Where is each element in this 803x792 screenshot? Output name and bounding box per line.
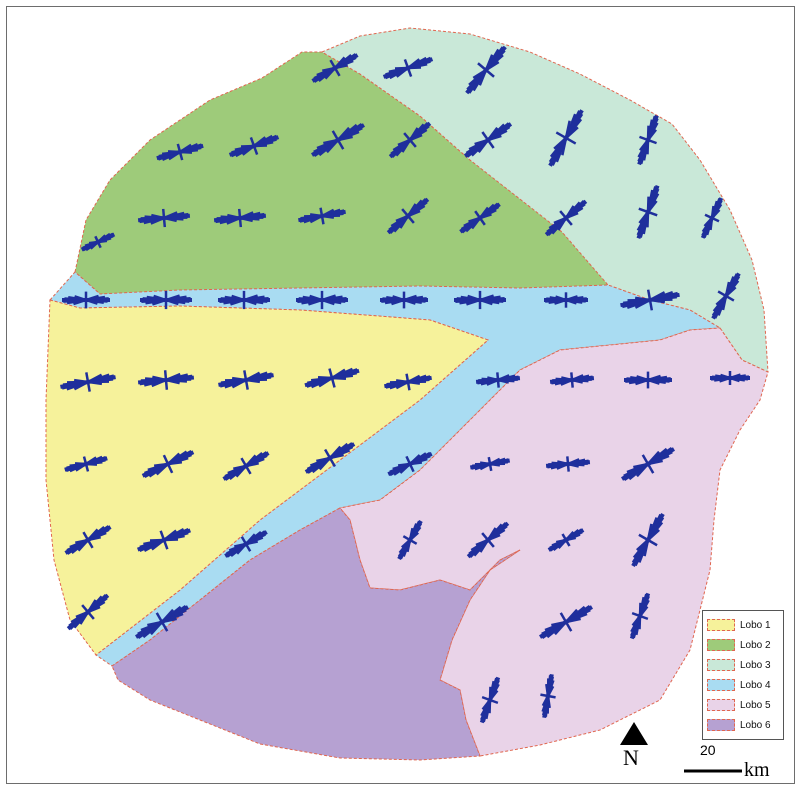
lobe-1-region — [45, 299, 489, 656]
rose-diagram — [465, 45, 507, 95]
rose-diagram — [711, 272, 741, 320]
rose-diagram — [539, 605, 593, 639]
lobe-5-region — [339, 327, 769, 757]
rose-diagram — [64, 525, 112, 555]
legend-item: Lobo 1 — [707, 617, 771, 633]
rose-diagram — [298, 207, 346, 225]
legend-swatch — [707, 719, 735, 731]
lobe-4-region — [49, 271, 722, 667]
rose-diagram — [311, 53, 359, 83]
legend-label: Lobo 4 — [740, 679, 771, 691]
rose-diagram — [544, 199, 588, 237]
map-frame — [6, 6, 795, 784]
legend-swatch — [707, 679, 735, 691]
north-arrow-icon — [620, 722, 648, 745]
legend-item: Lobo 6 — [707, 717, 771, 733]
rose-diagram — [228, 134, 280, 158]
rose-diagram — [380, 291, 428, 309]
rose-diagram — [304, 367, 360, 389]
rose-diagram — [135, 605, 189, 639]
rose-diagram — [547, 528, 585, 552]
rose-diagram — [479, 676, 501, 724]
rose-diagram — [631, 513, 665, 567]
rose-diagram — [397, 519, 423, 561]
rose-diagram — [382, 56, 434, 80]
rose-diagram — [224, 530, 268, 558]
rose-diagram — [710, 371, 750, 385]
rose-diagram — [469, 456, 511, 472]
rose-diagram — [296, 290, 348, 310]
rose-diagram — [548, 109, 584, 167]
rose-diagram — [540, 673, 556, 719]
rose-diagram — [629, 592, 651, 640]
rose-diagrams — [60, 45, 750, 724]
rose-diagram — [549, 372, 595, 388]
legend-label: Lobo 5 — [740, 699, 771, 711]
rose-diagram — [222, 451, 270, 481]
rose-diagram — [459, 202, 501, 234]
rose-diagram — [454, 290, 506, 310]
rose-diagram — [304, 442, 356, 474]
legend-item: Lobo 3 — [707, 657, 771, 673]
legend-swatch — [707, 619, 735, 631]
rose-diagram — [636, 185, 660, 239]
legend-item: Lobo 4 — [707, 677, 771, 693]
rose-diagram — [475, 372, 521, 388]
legend: Lobo 1 Lobo 2 Lobo 3 Lobo 4 Lobo 5 Lobo … — [702, 610, 784, 740]
rose-diagram — [213, 208, 267, 228]
rose-diagram — [388, 121, 432, 159]
rose-diagram — [311, 123, 365, 157]
rose-diagram — [156, 143, 204, 161]
legend-label: Lobo 6 — [740, 719, 771, 731]
rose-diagram — [700, 197, 724, 239]
north-label: N — [623, 745, 639, 770]
legend-label: Lobo 1 — [740, 619, 771, 631]
rose-diagram — [386, 197, 430, 235]
rose-diagram — [137, 208, 191, 228]
legend-swatch — [707, 639, 735, 651]
rose-diagram — [66, 593, 110, 631]
legend-item: Lobo 5 — [707, 697, 771, 713]
legend-label: Lobo 3 — [740, 659, 771, 671]
rose-diagram — [218, 370, 274, 390]
rose-diagram — [620, 289, 680, 311]
lobe-3-region — [320, 27, 769, 373]
rose-diagram — [463, 122, 513, 158]
scale-unit: km — [744, 759, 770, 781]
scale-value: 20 — [700, 742, 716, 758]
rose-diagram — [137, 370, 195, 390]
rose-diagram — [387, 451, 433, 477]
rose-diagram — [218, 290, 270, 310]
rose-diagram — [466, 521, 510, 559]
legend-item: Lobo 2 — [707, 637, 771, 653]
rose-diagram — [140, 290, 192, 310]
rose-diagram — [624, 371, 672, 389]
rose-diagram — [64, 455, 108, 473]
legend-swatch — [707, 659, 735, 671]
rose-diagram — [137, 528, 191, 552]
rose-diagram — [384, 373, 432, 391]
rose-diagram — [544, 292, 588, 308]
rose-diagram — [545, 456, 591, 472]
legend-label: Lobo 2 — [740, 639, 771, 651]
rose-diagram — [621, 447, 675, 481]
legend-swatch — [707, 699, 735, 711]
rose-diagram — [637, 114, 659, 166]
rose-diagram — [80, 232, 116, 252]
rose-diagram — [60, 372, 116, 392]
lobe-6-region — [111, 507, 521, 761]
rose-diagram — [62, 291, 110, 309]
rose-diagram — [141, 450, 195, 478]
